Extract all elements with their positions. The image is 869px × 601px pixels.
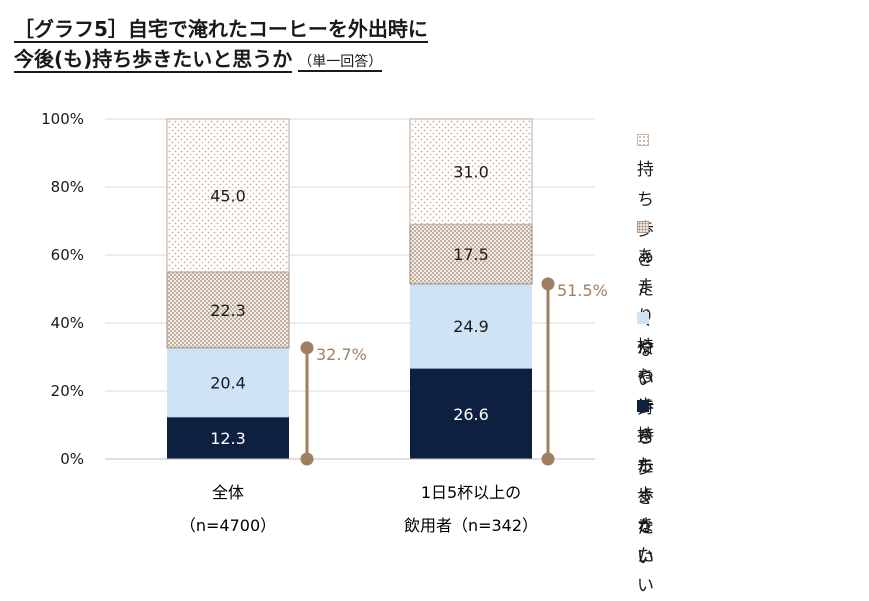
y-tick-label: 40% (51, 314, 84, 332)
x-category-label: 全体 (212, 483, 244, 502)
legend-label: 持ち歩きたい (637, 426, 654, 596)
data-label: 17.5 (453, 245, 489, 264)
legend-swatch (637, 400, 649, 412)
bar-segment (167, 417, 289, 459)
bar-segment (166, 271, 290, 349)
x-category-label: 1日5杯以上の (421, 483, 521, 502)
y-tick-label: 80% (51, 178, 84, 196)
data-label: 20.4 (210, 374, 246, 393)
data-label: 12.3 (210, 429, 246, 448)
data-label: 24.9 (453, 317, 489, 336)
bracket-end-dot (300, 452, 314, 466)
bar-segment (166, 118, 290, 273)
bar-segment (167, 347, 289, 418)
legend-swatch (637, 312, 649, 324)
bracket-end-dot (541, 452, 555, 466)
bracket-end-dot (300, 341, 314, 355)
bar-segment (409, 223, 533, 285)
legend-item: あまり持ち歩きたくない (637, 212, 655, 572)
x-category-sublabel: （n=4700） (180, 516, 276, 535)
stacked-bar-chart: 0% 20% 40% 60% 80% 100% 12.3 20.4 22.3 45.0 全体 （n=4… (41, 110, 608, 535)
bracket-label: 51.5% (557, 281, 608, 300)
data-label: 45.0 (210, 187, 246, 206)
legend-item: 持ち歩きたくない (637, 125, 655, 395)
legend-swatch (637, 221, 649, 233)
x-category-sublabel: 飲用者（n=342） (404, 516, 538, 535)
y-tick-label: 20% (51, 382, 84, 400)
bar-segment (410, 368, 532, 459)
title-note: （単一回答） (298, 54, 383, 72)
y-tick-label: 60% (51, 246, 84, 264)
data-label: 31.0 (453, 163, 489, 182)
chart-title: ［グラフ5］自宅で淹れたコーヒーを外出時に 今後(も)持ち歩きたいと思うか （単一… (14, 14, 428, 77)
title-line-1: ［グラフ5］自宅で淹れたコーヒーを外出時に (14, 17, 428, 43)
legend-label-continued: ない (637, 517, 654, 567)
legend-label: あまり持ち歩きたく (637, 247, 654, 507)
y-tick-label: 100% (41, 110, 84, 128)
bracket-label: 32.7% (316, 345, 367, 364)
title-line-2: 今後(も)持ち歩きたいと思うか (14, 47, 293, 73)
bar-segment (409, 118, 533, 226)
bar-segment (410, 283, 532, 369)
data-label: 26.6 (453, 405, 489, 424)
legend-swatch (637, 134, 649, 146)
legend-item: 持ち歩きたい (637, 391, 655, 601)
bracket-end-dot (541, 277, 555, 291)
y-tick-label: 0% (60, 450, 84, 468)
data-label: 22.3 (210, 301, 246, 320)
legend-label: 持ち歩きたくない (637, 160, 654, 390)
